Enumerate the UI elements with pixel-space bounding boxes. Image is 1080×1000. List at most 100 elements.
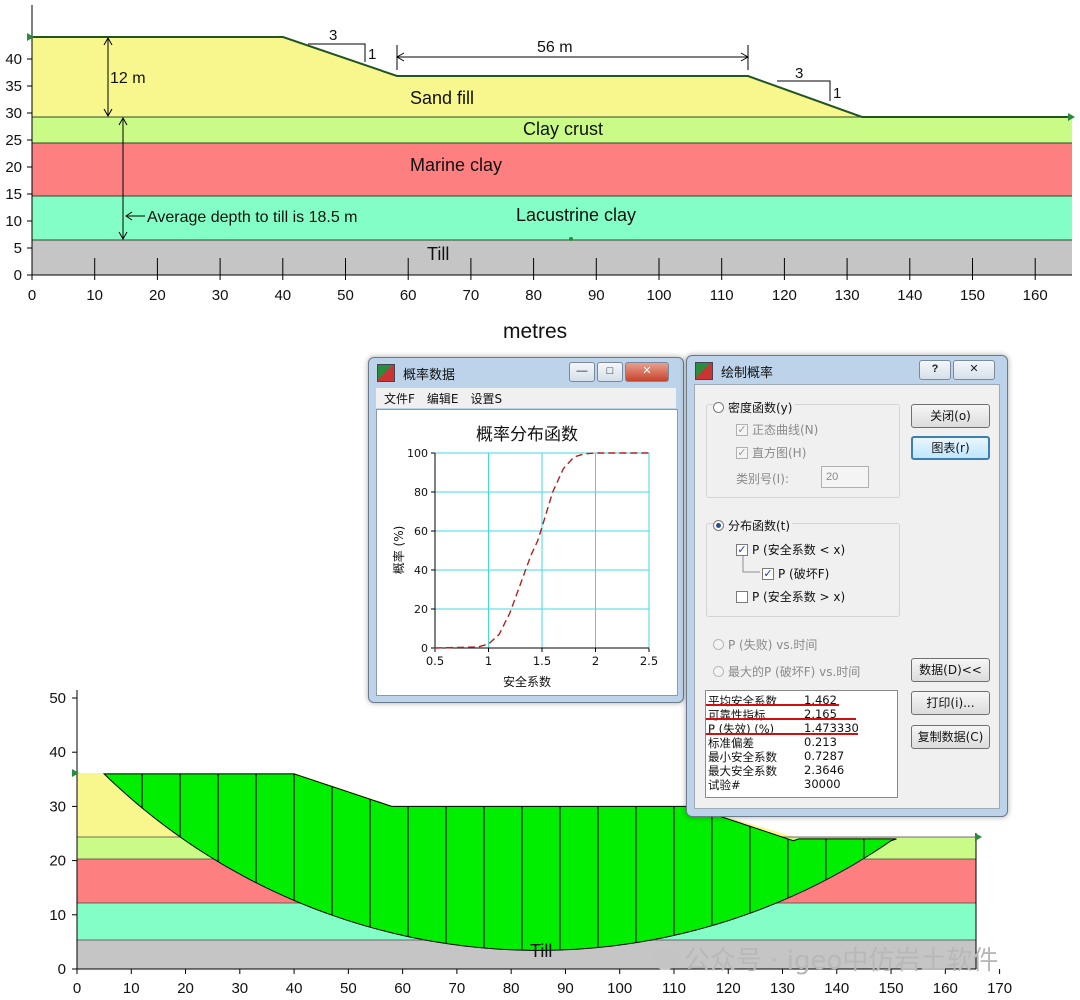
- menu-settings[interactable]: 设置S: [470, 391, 503, 406]
- probability-data-window[interactable]: 概率数据 — □ ✕ 文件F 编辑E 设置S 概率分布函数 0.5 1 1.5 2 2.…: [368, 357, 684, 703]
- top-x-tick-label: 110: [710, 287, 734, 304]
- stat-row: 试验# 30000: [708, 777, 841, 792]
- annotation-slope-right-run: 3: [795, 65, 803, 82]
- b-layer-marine-clay: [77, 859, 976, 903]
- bottom-x-tick-label: 170: [987, 980, 1012, 997]
- top-x-tick-label: 0: [28, 287, 36, 304]
- wechat-icon: [652, 947, 678, 970]
- watermark: 公众号 · igeo中仿岩土软件: [652, 940, 998, 977]
- cdf-y-tick-label: 80: [414, 486, 428, 499]
- bins-label: 类别号(I):: [736, 472, 789, 486]
- top-x-tick-label: 30: [212, 287, 229, 304]
- minimize-icon[interactable]: —: [569, 362, 595, 382]
- p-fail-checkbox[interactable]: ✓ P (破坏F): [762, 566, 830, 581]
- bottom-x-tick-label: 30: [231, 980, 248, 997]
- top-x-tick-label: 50: [337, 287, 354, 304]
- bottom-x-tick-label: 140: [824, 980, 849, 997]
- bottom-x-tick-label: 150: [879, 980, 904, 997]
- b-label-till: Till: [530, 941, 552, 961]
- bottom-y-tick-label: 40: [49, 744, 66, 761]
- cdf-y-tick-label: 60: [414, 525, 428, 538]
- p-sf-gt-checkbox[interactable]: P (安全系数 > x): [736, 588, 845, 605]
- density-function-radio[interactable]: 密度函数(y): [713, 399, 795, 416]
- normal-curve-checkbox[interactable]: ✓ 正态曲线(N): [736, 422, 819, 437]
- top-x-tick-label: 10: [86, 287, 103, 304]
- close-button[interactable]: 关闭(o): [911, 404, 990, 428]
- top-y-tick-label: 5: [14, 240, 22, 257]
- plot-dialog-titlebar[interactable]: 绘制概率 ? ✕: [687, 356, 1007, 386]
- label-lacustrine-clay: Lacustrine clay: [516, 205, 636, 225]
- distribution-function-radio[interactable]: 分布函数(t): [713, 517, 793, 534]
- prob-window-menubar: 文件F 编辑E 设置S: [376, 388, 676, 408]
- cdf-y-tick-label: 40: [414, 564, 428, 577]
- p-sf-lt-checkbox[interactable]: ✓ P (安全系数 < x): [736, 542, 846, 557]
- top-y-tick-label: 40: [5, 51, 22, 68]
- cdf-x-tick-label: 0.5: [426, 654, 444, 668]
- cdf-x-tick-label: 2.5: [640, 654, 658, 668]
- highlight-underline: [706, 718, 856, 720]
- check-icon: ✓: [736, 422, 748, 436]
- menu-file[interactable]: 文件F: [384, 391, 415, 406]
- close-icon[interactable]: ✕: [625, 362, 669, 382]
- bottom-y-tick-label: 0: [58, 961, 66, 978]
- annotation-crest-width: 56 m: [537, 39, 573, 56]
- stat-row: P (失效) (%) 1.473330: [708, 721, 859, 736]
- cdf-y-tick-label: 100: [407, 447, 428, 460]
- top-y-tick-label: 0: [14, 267, 22, 284]
- app-chart-icon: [377, 364, 395, 382]
- prob-window-titlebar[interactable]: 概率数据 — □ ✕: [369, 358, 683, 388]
- cdf-y-tick-label: 0: [421, 642, 428, 655]
- maximize-icon[interactable]: □: [597, 362, 623, 382]
- radio-icon: [713, 666, 724, 677]
- radio-selected-icon: [713, 520, 724, 531]
- top-cross-section-chart: 0 10 20 30 40 50 60 70 80 90 100 110 120 130 140 150 160…: [5, 5, 1075, 343]
- top-x-tick-label: 120: [772, 287, 797, 304]
- top-y-tick-label: 20: [5, 159, 22, 176]
- bottom-y-tick-label: 50: [49, 690, 66, 707]
- annotation-depth-note: Average depth to till is 18.5 m: [147, 209, 358, 226]
- distribution-group: [706, 523, 900, 617]
- top-x-tick-label: 60: [400, 287, 417, 304]
- bottom-x-tick-label: 110: [662, 980, 686, 997]
- stat-row: 最小安全系数 0.7287: [708, 749, 845, 764]
- cdf-x-label: 安全系数: [503, 674, 551, 689]
- p-fail-vs-time-radio[interactable]: P (失败) vs.时间: [713, 636, 817, 653]
- close-icon[interactable]: ✕: [953, 360, 995, 380]
- bottom-x-tick-label: 0: [73, 980, 81, 997]
- check-icon: ✓: [736, 542, 748, 556]
- data-button[interactable]: 数据(D)<<: [911, 658, 990, 682]
- copy-data-button[interactable]: 复制数据(C): [911, 725, 990, 749]
- print-button[interactable]: 打印(i)...: [911, 691, 990, 715]
- top-y-tick-label: 25: [5, 132, 22, 149]
- label-marine-clay: Marine clay: [410, 155, 502, 175]
- menu-edit[interactable]: 编辑E: [426, 391, 459, 406]
- highlight-underline: [706, 733, 858, 735]
- help-icon[interactable]: ?: [919, 360, 951, 380]
- top-x-tick-label: 160: [1023, 287, 1048, 304]
- top-x-tick-label: 90: [588, 287, 605, 304]
- plot-dialog-title: 绘制概率: [721, 365, 774, 381]
- top-x-tick-label: 70: [463, 287, 480, 304]
- highlight-underline: [706, 704, 839, 706]
- top-x-tick-label: 80: [525, 287, 542, 304]
- chart-button[interactable]: 图表(r): [911, 436, 990, 460]
- histogram-checkbox[interactable]: ✓ 直方图(H): [736, 445, 807, 460]
- radio-icon: [713, 639, 724, 650]
- top-y-tick-label: 35: [5, 78, 22, 95]
- top-x-axis-label: metres: [503, 320, 567, 343]
- cdf-chart-title: 概率分布函数: [476, 425, 578, 445]
- max-p-vs-time-radio[interactable]: 最大的P (破坏F) vs.时间: [713, 663, 860, 680]
- bottom-y-tick-label: 20: [49, 853, 66, 870]
- bins-input[interactable]: 20: [821, 466, 869, 488]
- bottom-x-tick-label: 70: [449, 980, 466, 997]
- top-y-tick-label: 30: [5, 105, 22, 122]
- label-till: Till: [427, 244, 449, 264]
- cdf-y-label: 概率 (%): [391, 526, 406, 575]
- bottom-y-tick-label: 10: [49, 907, 66, 924]
- check-icon: ✓: [762, 566, 774, 580]
- label-sand-fill: Sand fill: [410, 88, 474, 108]
- embankment-surface: [32, 36, 1072, 118]
- bottom-x-tick-label: 90: [557, 980, 574, 997]
- annotation-slope-left-rise: 1: [368, 46, 376, 63]
- statistics-box: 平均安全系数 1.462 可靠性指标 2.165 P (失效) (%) 1.47333…: [705, 690, 898, 798]
